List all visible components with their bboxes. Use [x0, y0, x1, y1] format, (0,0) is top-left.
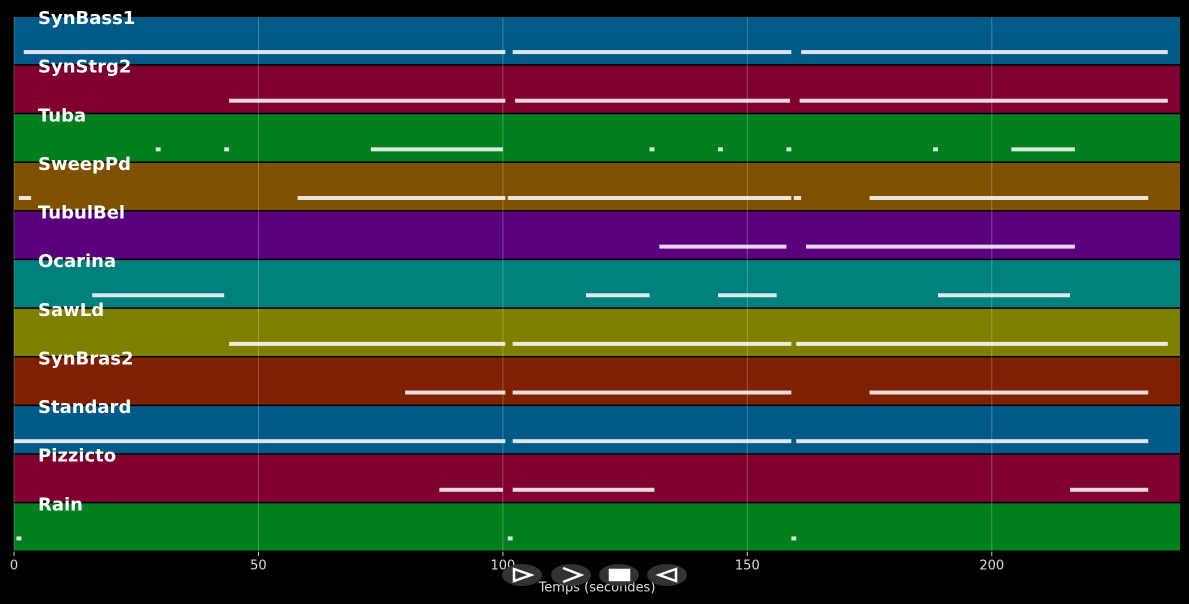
- note-segment: [92, 293, 225, 298]
- note-segment: [512, 390, 792, 395]
- note-segment: [793, 195, 802, 200]
- note-segment: [1070, 487, 1149, 492]
- button-icon: [608, 568, 631, 582]
- play-button[interactable]: [502, 564, 542, 586]
- note-segment: [718, 147, 723, 152]
- back-button[interactable]: [647, 564, 687, 586]
- x-axis-label: Temps (secondes): [538, 581, 656, 596]
- x-tick-label: 0: [10, 559, 18, 574]
- note-segment: [869, 390, 1149, 395]
- track-lane: [14, 406, 1180, 454]
- x-tick-label: 200: [979, 559, 1004, 574]
- note-segment: [297, 195, 506, 200]
- track-name: SynBras2: [38, 348, 134, 369]
- note-segment: [799, 98, 1168, 103]
- track-name: SweepPd: [38, 154, 131, 175]
- note-segment: [512, 341, 792, 346]
- track-lane: [14, 260, 1180, 308]
- note-segment: [18, 195, 32, 200]
- note-segment: [229, 98, 506, 103]
- note-segment: [515, 98, 790, 103]
- forward-button[interactable]: [551, 564, 591, 586]
- track-lane: [14, 211, 1180, 259]
- track-name: Pizzicto: [38, 446, 116, 467]
- note-segment: [796, 341, 1168, 346]
- note-segment: [796, 439, 1149, 444]
- note-segment: [869, 195, 1149, 200]
- note-segment: [512, 487, 655, 492]
- note-segment: [405, 390, 506, 395]
- track-lane: [14, 65, 1180, 113]
- track-lane: [14, 357, 1180, 405]
- note-segment: [439, 487, 503, 492]
- track-lane: [14, 114, 1180, 162]
- note-segment: [23, 50, 506, 55]
- note-segment: [155, 147, 161, 152]
- note-segment: [659, 244, 787, 249]
- note-segment: [224, 147, 230, 152]
- track-name: SawLd: [38, 300, 104, 321]
- note-segment: [791, 536, 797, 541]
- button-icon: [562, 566, 585, 584]
- note-segment: [229, 341, 506, 346]
- track-lane: [14, 308, 1180, 356]
- track-lane: [14, 162, 1180, 211]
- note-segment: [786, 147, 792, 152]
- track-name: Tuba: [38, 105, 86, 126]
- note-segment: [938, 293, 1070, 298]
- track-name: SynStrg2: [38, 57, 131, 78]
- track-name: TubulBel: [38, 203, 125, 224]
- track-lane: [14, 17, 1180, 65]
- track-lane: [14, 503, 1180, 551]
- note-segment: [370, 147, 503, 152]
- note-segment: [806, 244, 1075, 249]
- note-segment: [507, 536, 513, 541]
- note-segment: [933, 147, 938, 152]
- note-segment: [801, 50, 1168, 55]
- track-name: SynBass1: [38, 8, 135, 29]
- note-segment: [16, 536, 22, 541]
- note-segment: [1011, 147, 1075, 152]
- track-name: Standard: [38, 397, 131, 418]
- track-lane: [14, 454, 1180, 502]
- x-tick-label: 50: [250, 559, 267, 574]
- note-segment: [512, 439, 792, 444]
- button-icon: [512, 567, 535, 583]
- track-name: Ocarina: [38, 251, 116, 272]
- track-name: Rain: [38, 494, 83, 515]
- note-segment: [718, 293, 777, 298]
- note-segment: [586, 293, 650, 298]
- x-tick-label: 150: [735, 559, 760, 574]
- note-segment: [649, 147, 655, 152]
- note-segment: [14, 439, 506, 444]
- note-segment: [512, 50, 792, 55]
- button-icon: [655, 567, 678, 583]
- note-segment: [507, 195, 792, 200]
